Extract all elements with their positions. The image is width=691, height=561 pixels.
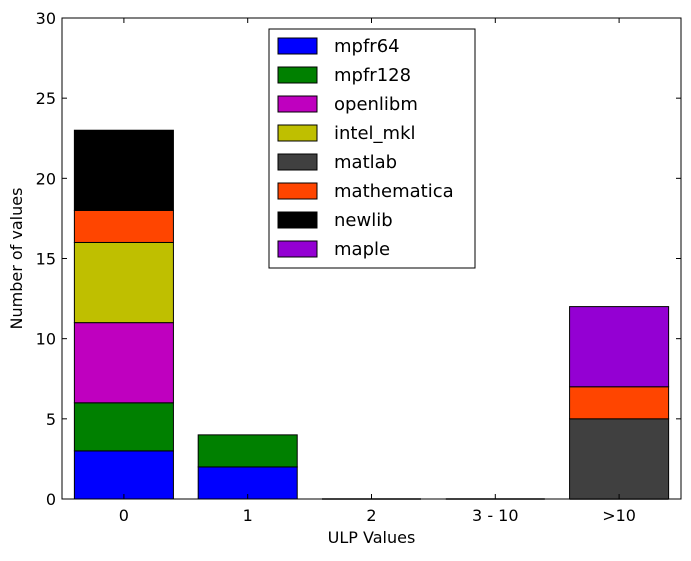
y-tick-label: 10 [36,330,56,349]
legend-label-maple: maple [334,239,390,260]
legend-label-intel_mkl: intel_mkl [334,123,416,144]
x-axis-title: ULP Values [328,528,416,547]
y-tick-label: 5 [46,410,56,429]
bar-mathematica-0 [73,209,174,243]
bars-layer [73,129,670,500]
y-tick-label: 25 [36,89,56,108]
y-tick-label: 30 [36,9,56,28]
x-tick-label: 0 [119,506,129,525]
legend-swatch-mathematica [277,182,318,200]
bar-mathematica-4 [569,386,670,420]
legend-swatch-maple [277,240,318,258]
x-tick-label: >10 [602,506,636,525]
y-tick-label: 15 [36,250,56,269]
ticks-layer: 0 5 10 15 20 25 30 0 1 2 3 - 10 >10 [36,9,681,525]
bar-newlib-0 [73,129,174,211]
legend-swatch-mpfr64 [277,37,318,55]
bar-mpfr64-0 [73,450,174,500]
legend-label-newlib: newlib [334,210,393,231]
legend-label-matlab: matlab [334,152,397,173]
y-tick-label: 0 [46,490,56,509]
legend-label-mathematica: mathematica [334,181,454,202]
y-tick-label: 20 [36,169,56,188]
y-axis-title: Number of values [7,188,26,330]
legend-label-mpfr128: mpfr128 [334,65,411,86]
legend-label-openlibm: openlibm [334,94,418,115]
legend-swatch-intel_mkl [277,124,318,142]
bar-mpfr128-0 [73,402,174,452]
legend-swatch-openlibm [277,95,318,113]
x-tick-label: 1 [243,506,253,525]
bar-mpfr128-1 [197,434,298,468]
x-tick-label: 3 - 10 [472,506,518,525]
legend-swatch-matlab [277,153,318,171]
bar-maple-4 [569,306,670,388]
x-tick-label: 2 [366,506,376,525]
bar-intel_mkl-0 [73,241,174,324]
legend-swatch-mpfr128 [277,66,318,84]
legend-swatch-newlib [277,211,318,229]
legend-label-mpfr64: mpfr64 [334,36,400,57]
bar-matlab-4 [569,418,670,500]
bar-openlibm-0 [73,322,174,404]
